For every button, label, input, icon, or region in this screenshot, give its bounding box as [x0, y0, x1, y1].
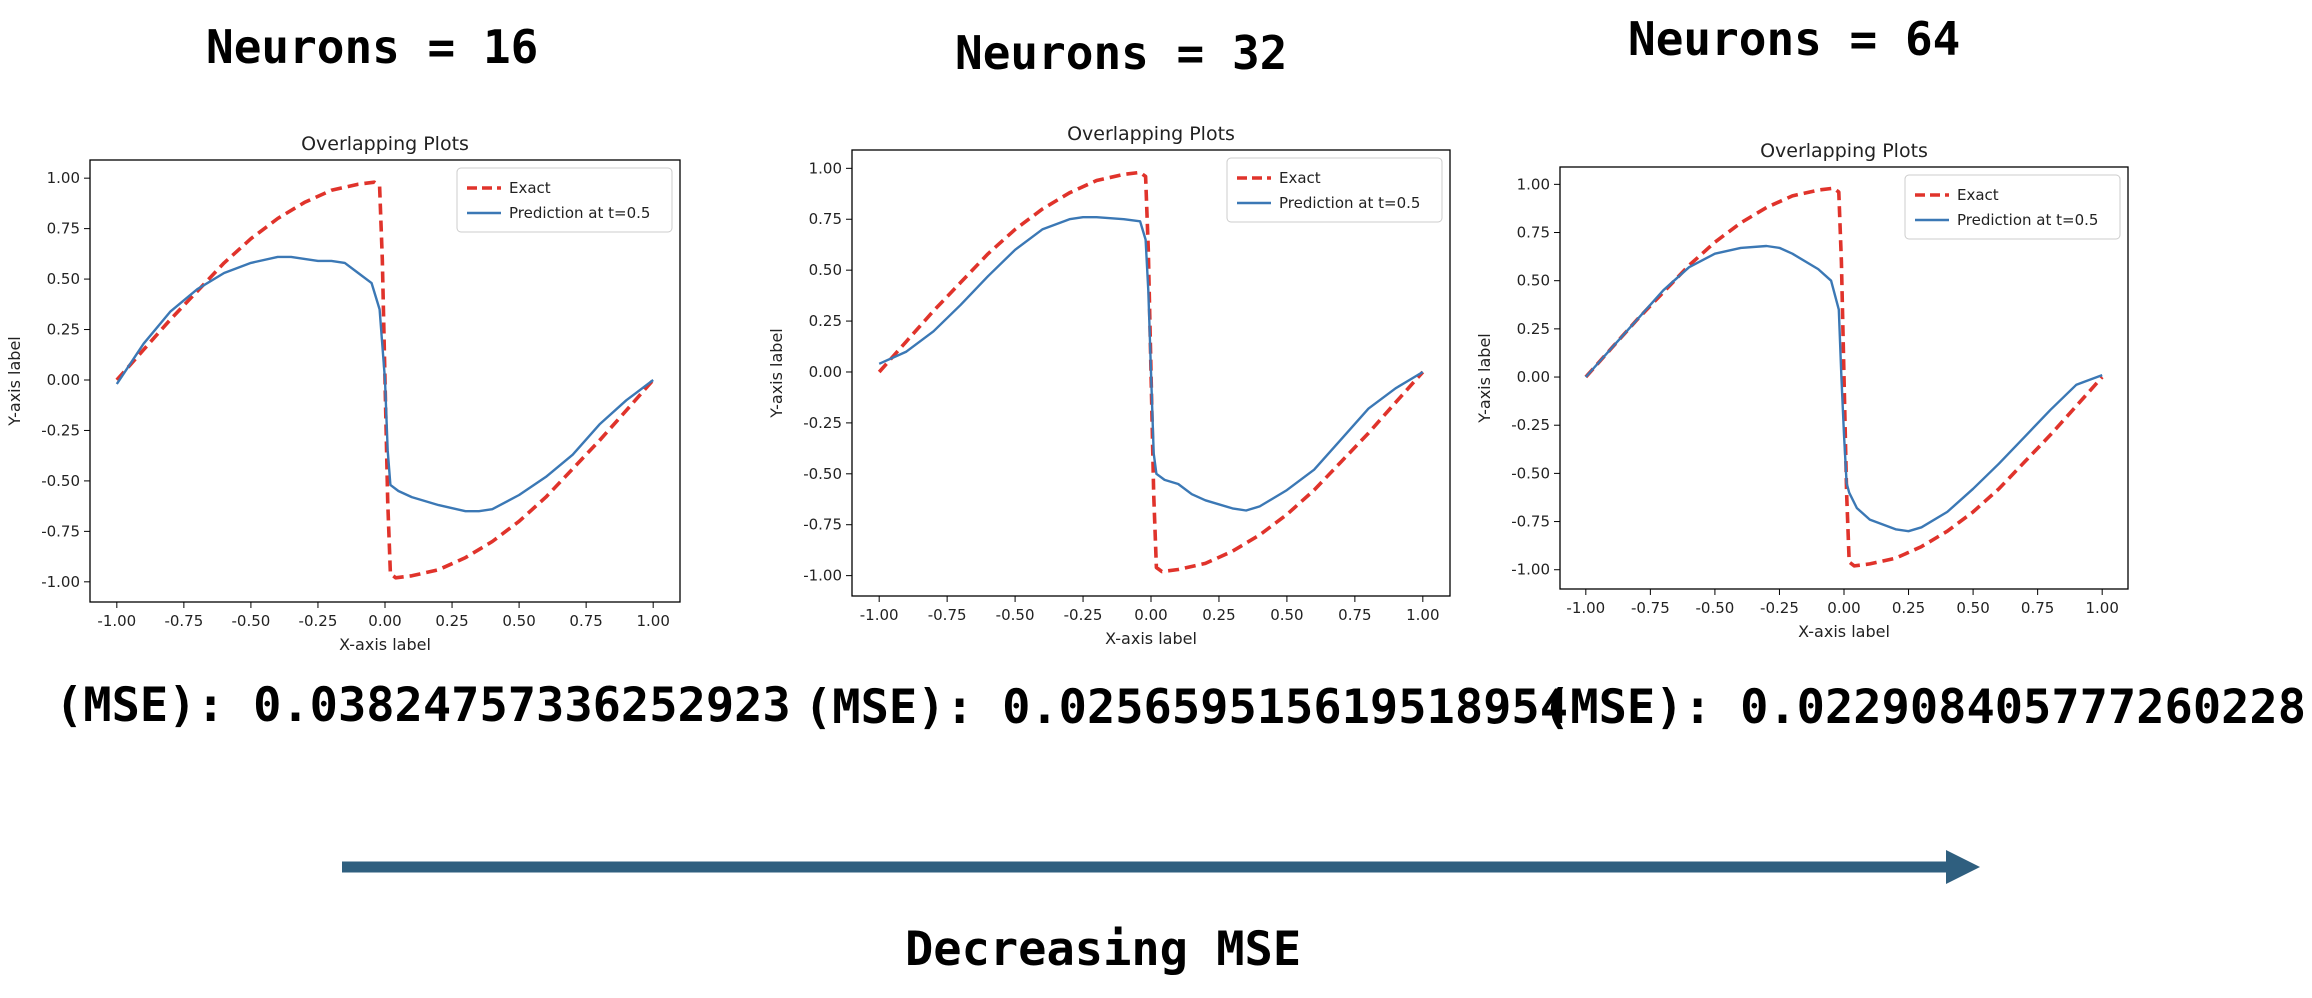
y-tick-label: -0.25 — [803, 414, 842, 432]
y-tick-label: -0.25 — [1511, 416, 1550, 434]
panel-1-heading: Neurons = 16 — [206, 20, 539, 74]
legend-entry: Prediction at t=0.5 — [509, 204, 650, 222]
y-tick-label: -0.50 — [803, 465, 842, 483]
legend-box — [456, 167, 673, 233]
legend: Exact Prediction at t=0.5 — [1904, 174, 2121, 240]
x-tick-label: 0.75 — [569, 612, 602, 630]
x-tick-label: 1.00 — [636, 612, 669, 630]
y-tick-label: 0.75 — [809, 210, 842, 228]
x-tick-label: -0.25 — [1064, 606, 1103, 624]
x-tick-label: -0.25 — [299, 612, 338, 630]
plot-area — [89, 159, 681, 603]
y-tick-label: 0.50 — [47, 270, 80, 288]
x-tick-label: 1.00 — [1406, 606, 1439, 624]
footer-label: Decreasing MSE — [905, 922, 1302, 977]
y-tick-label: 1.00 — [1517, 175, 1550, 193]
panel-3-heading: Neurons = 64 — [1628, 12, 1961, 66]
y-tick-label: 0.00 — [1517, 368, 1550, 386]
legend-entry: Prediction at t=0.5 — [1957, 211, 2098, 229]
panel-3-mse: (MSE): 0.022908405777260228 — [1542, 680, 2307, 735]
x-tick-label: -0.75 — [164, 612, 203, 630]
chart-title: Overlapping Plots — [1760, 140, 1928, 162]
y-tick-label: -0.75 — [1511, 513, 1550, 531]
y-tick-label: -0.25 — [41, 421, 80, 439]
series-line-prediction — [878, 216, 1424, 512]
legend: Exact Prediction at t=0.5 — [456, 167, 673, 233]
y-tick-label: 0.75 — [1517, 224, 1550, 242]
x-tick-label: 0.50 — [1270, 606, 1303, 624]
legend-entry: Exact — [509, 179, 551, 197]
chart-title: Overlapping Plots — [1067, 123, 1235, 145]
chart-title: Overlapping Plots — [301, 133, 469, 155]
y-tick-label: -0.75 — [803, 516, 842, 534]
y-tick-label: 0.75 — [47, 220, 80, 238]
y-tick-label: 0.25 — [1517, 320, 1550, 338]
y-tick-label: 0.00 — [809, 363, 842, 381]
y-tick-label: 0.50 — [809, 261, 842, 279]
series-line-exact — [1584, 186, 2104, 568]
x-tick-label: 0.00 — [1134, 606, 1167, 624]
legend-box — [1226, 157, 1443, 223]
y-axis-label: Y-axis label — [1475, 333, 1494, 423]
series-line-prediction — [1584, 244, 2103, 533]
x-tick-label: 0.75 — [2021, 599, 2054, 617]
y-tick-label: 0.25 — [809, 312, 842, 330]
legend-box — [1904, 174, 2121, 240]
x-axis-label: X-axis label — [339, 635, 431, 654]
y-tick-label: -1.00 — [41, 573, 80, 591]
panel-2-mse: (MSE): 0.025659515619518954 — [804, 680, 1569, 735]
x-tick-label: 0.25 — [435, 612, 468, 630]
x-tick-label: 0.50 — [502, 612, 535, 630]
x-tick-label: -0.50 — [232, 612, 271, 630]
y-tick-label: -1.00 — [1511, 561, 1550, 579]
x-tick-label: 0.75 — [1338, 606, 1371, 624]
y-tick-label: -0.50 — [1511, 464, 1550, 482]
legend-entry: Prediction at t=0.5 — [1279, 194, 1420, 212]
series-line-exact — [877, 170, 1425, 574]
y-axis-label: Y-axis label — [5, 336, 24, 426]
legend-entry: Exact — [1957, 186, 1999, 204]
x-tick-label: 0.00 — [1827, 599, 1860, 617]
x-tick-label: 0.50 — [1956, 599, 1989, 617]
x-tick-label: 0.00 — [368, 612, 401, 630]
y-tick-label: 1.00 — [809, 159, 842, 177]
x-tick-label: -0.50 — [996, 606, 1035, 624]
x-tick-label: -1.00 — [860, 606, 899, 624]
legend: Exact Prediction at t=0.5 — [1226, 157, 1443, 223]
legend-entry: Exact — [1279, 169, 1321, 187]
x-tick-label: 0.25 — [1892, 599, 1925, 617]
y-axis-label: Y-axis label — [767, 328, 786, 418]
x-axis-label: X-axis label — [1105, 629, 1197, 648]
x-tick-label: -0.25 — [1760, 599, 1799, 617]
y-tick-label: 0.00 — [47, 371, 80, 389]
y-tick-label: 1.00 — [47, 169, 80, 187]
x-tick-label: -1.00 — [97, 612, 136, 630]
panel-2-heading: Neurons = 32 — [955, 26, 1288, 80]
x-tick-label: -1.00 — [1566, 599, 1605, 617]
x-tick-label: -0.75 — [928, 606, 967, 624]
x-tick-label: 1.00 — [2085, 599, 2118, 617]
x-tick-label: -0.75 — [1631, 599, 1670, 617]
x-tick-label: 0.25 — [1202, 606, 1235, 624]
x-tick-label: -0.50 — [1696, 599, 1735, 617]
panel-1-mse: (MSE): 0.03824757336252923 — [55, 678, 791, 733]
series-line-prediction — [115, 255, 654, 513]
x-axis-label: X-axis label — [1798, 622, 1890, 641]
y-tick-label: -0.75 — [41, 522, 80, 540]
y-tick-label: -1.00 — [803, 567, 842, 585]
y-tick-label: 0.50 — [1517, 272, 1550, 290]
y-tick-label: -0.50 — [41, 472, 80, 490]
y-tick-label: 0.25 — [47, 321, 80, 339]
